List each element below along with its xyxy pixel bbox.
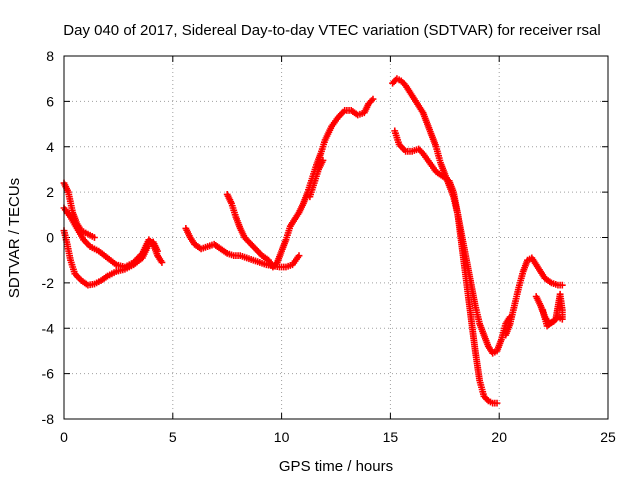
y-tick-label: -4 <box>42 320 55 336</box>
data-point <box>493 399 501 407</box>
data-point <box>91 234 98 241</box>
data-series-6 <box>306 156 327 201</box>
data-point <box>158 259 166 266</box>
y-tick-label: -6 <box>42 366 55 382</box>
data-series-3 <box>60 227 161 289</box>
data-series-4 <box>182 225 303 271</box>
y-tick-label: 0 <box>46 230 54 246</box>
chart-data-points <box>60 75 566 407</box>
chart-gridlines <box>64 56 608 419</box>
x-tick-label: 25 <box>600 429 616 445</box>
y-tick-label: 6 <box>46 93 54 109</box>
data-series-10 <box>532 290 566 330</box>
y-tick-label: -8 <box>42 411 55 427</box>
chart-tick-labels: 0 5 10 15 20 25 -8 -6 -4 -2 0 2 4 6 8 <box>42 48 616 445</box>
data-point <box>539 306 547 314</box>
x-tick-label: 5 <box>169 429 177 445</box>
data-series-8 <box>391 127 501 407</box>
data-series-7 <box>389 75 514 357</box>
x-tick-label: 15 <box>383 429 399 445</box>
data-series-5 <box>223 95 377 271</box>
data-point <box>319 156 327 164</box>
data-point <box>369 95 377 103</box>
data-point <box>295 252 303 260</box>
x-tick-label: 0 <box>60 429 68 445</box>
y-tick-label: -2 <box>42 275 55 291</box>
x-axis-label: GPS time / hours <box>279 458 393 475</box>
x-tick-label: 20 <box>491 429 507 445</box>
y-axis-label: SDTVAR / TECUs <box>6 178 23 298</box>
y-tick-label: 8 <box>46 48 54 64</box>
plot-frame <box>63 55 609 420</box>
data-point <box>558 281 566 289</box>
data-point <box>154 247 161 255</box>
chart-title: Day 040 of 2017, Sidereal Day-to-day VTE… <box>63 22 600 39</box>
y-tick-label: 4 <box>46 139 54 155</box>
y-tick-label: 2 <box>46 184 54 200</box>
data-series-9 <box>502 254 566 339</box>
x-tick-label: 10 <box>274 429 290 445</box>
